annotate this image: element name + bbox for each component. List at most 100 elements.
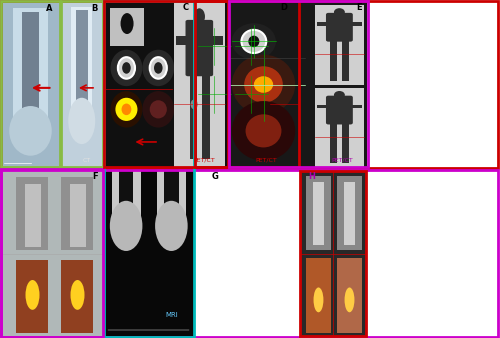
Ellipse shape [198,126,230,166]
Text: MRI: MRI [165,312,178,318]
Bar [174,2,225,167]
Ellipse shape [247,40,256,53]
Ellipse shape [242,30,266,53]
FancyBboxPatch shape [186,20,213,76]
Ellipse shape [248,35,260,47]
Text: PET/CT: PET/CT [331,158,353,163]
Bar [202,71,209,159]
Text: C: C [183,3,189,13]
FancyBboxPatch shape [326,13,353,42]
Ellipse shape [190,99,198,110]
Bar [119,18,134,219]
Ellipse shape [116,98,138,121]
Bar [306,176,331,250]
Bar [229,1,368,167]
Bar [290,37,296,45]
Bar [164,18,178,219]
Ellipse shape [142,50,174,86]
Text: B: B [91,4,97,13]
Bar [344,182,355,245]
Ellipse shape [244,66,283,103]
Bar [314,5,364,84]
Bar [330,39,338,80]
Bar [195,2,269,167]
Bar [157,15,186,229]
Ellipse shape [344,287,354,312]
FancyBboxPatch shape [326,96,353,124]
Ellipse shape [110,50,142,86]
Bar [300,171,366,336]
Bar [342,39,349,80]
Bar [316,104,328,108]
Ellipse shape [235,126,268,166]
Ellipse shape [210,40,218,53]
Bar [104,1,194,337]
Bar [1,170,498,337]
Bar [112,15,140,229]
Bar [1,169,103,337]
Ellipse shape [110,201,142,251]
Bar [1,2,60,167]
Ellipse shape [280,8,287,25]
Bar [337,259,362,333]
Text: CT: CT [83,158,91,163]
Ellipse shape [110,91,142,127]
Bar [229,2,367,167]
Ellipse shape [154,62,162,74]
Bar [105,2,228,167]
Ellipse shape [26,280,40,310]
Bar [1,1,60,167]
Bar [285,71,289,159]
Ellipse shape [314,287,324,312]
Bar [1,1,498,168]
Bar [60,260,92,333]
Bar [70,184,86,247]
Bar [316,22,328,26]
Bar [278,71,282,159]
Bar [24,184,40,247]
Bar [312,182,324,245]
Ellipse shape [243,83,260,106]
Bar [13,8,48,131]
Bar [337,176,362,250]
Ellipse shape [150,100,167,118]
Bar [22,11,40,124]
Ellipse shape [334,8,345,16]
Ellipse shape [158,72,185,146]
Ellipse shape [112,72,140,146]
Bar [314,88,364,167]
Ellipse shape [122,62,130,74]
Bar [16,260,48,333]
Text: G: G [212,172,218,182]
Ellipse shape [210,88,218,101]
Bar [271,37,278,45]
Bar [270,2,297,167]
Ellipse shape [10,106,51,156]
Ellipse shape [334,91,345,99]
Bar [300,171,366,336]
Text: H: H [308,172,316,182]
Ellipse shape [142,91,174,127]
Ellipse shape [232,23,276,60]
Ellipse shape [235,75,268,114]
Ellipse shape [279,99,283,110]
Text: A: A [46,4,52,13]
Bar [176,37,188,45]
Ellipse shape [232,101,295,161]
Text: D: D [280,3,287,13]
Ellipse shape [206,35,222,58]
FancyBboxPatch shape [275,20,292,76]
Ellipse shape [68,98,95,144]
Bar [306,259,331,333]
Ellipse shape [247,88,256,101]
Ellipse shape [118,57,135,79]
Ellipse shape [70,280,85,310]
Bar [195,1,298,167]
Ellipse shape [243,35,260,58]
Bar [76,10,88,118]
Ellipse shape [254,76,273,93]
Bar [104,2,194,336]
Bar [72,7,92,126]
Ellipse shape [246,114,282,147]
Bar [210,37,223,45]
